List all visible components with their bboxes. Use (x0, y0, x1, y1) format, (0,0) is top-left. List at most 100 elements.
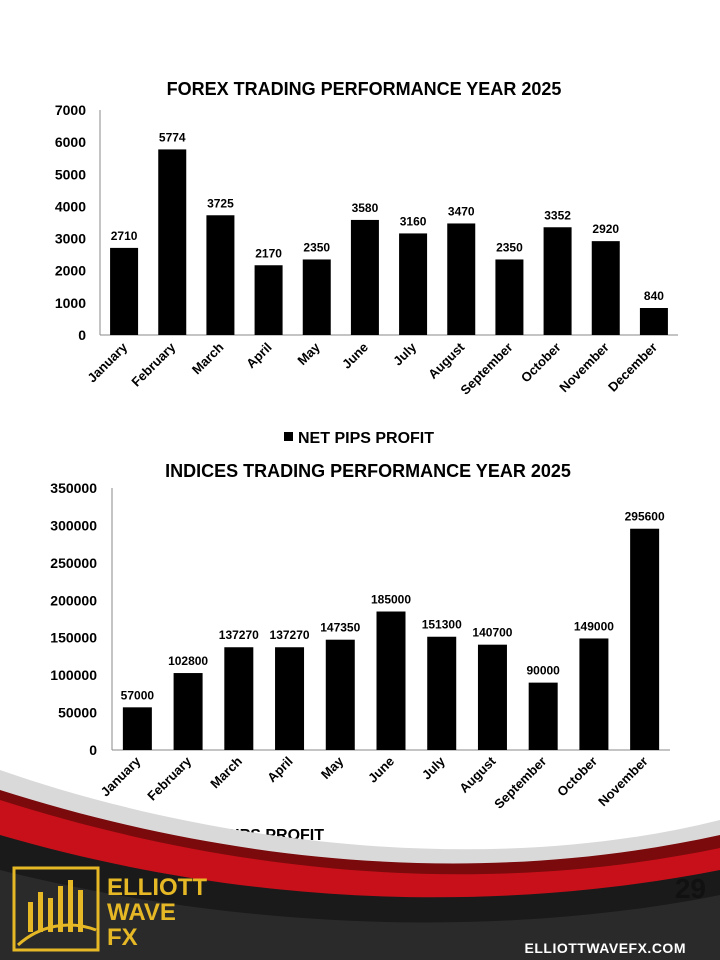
indices-bar (376, 611, 406, 750)
forex-y-tick-label: 1000 (55, 295, 86, 311)
indices-y-tick-label: 0 (89, 742, 97, 758)
indices-category-label: June (365, 754, 397, 786)
indices-category-label: October (554, 754, 600, 800)
indices-bar (630, 528, 660, 750)
forex-bar (206, 215, 235, 335)
forex-bar (447, 223, 476, 335)
indices-y-tick-label: 300000 (50, 517, 97, 533)
forex-data-label: 2350 (303, 240, 330, 254)
page-number: 29 (675, 873, 706, 904)
indices-data-label: 102800 (168, 654, 208, 668)
forex-data-label: 2710 (111, 229, 138, 243)
indices-y-tick-label: 50000 (58, 705, 97, 721)
indices-y-tick-label: 350000 (50, 480, 97, 496)
forex-y-tick-label: 7000 (55, 102, 86, 118)
forex-bar (350, 219, 379, 335)
brand-line-2: WAVE (107, 899, 176, 926)
forex-data-label: 2350 (496, 240, 523, 254)
forex-data-label: 3470 (448, 204, 475, 218)
forex-bar (110, 247, 139, 335)
forex-legend-label: NET PIPS PROFIT (298, 430, 434, 447)
indices-category-label: March (207, 753, 245, 791)
indices-chart-title: INDICES TRADING PERFORMANCE YEAR 2025 (165, 461, 571, 481)
forex-bar (495, 259, 524, 335)
forex-bar (302, 259, 331, 335)
indices-bar (122, 707, 152, 750)
forex-y-tick-label: 2000 (55, 263, 86, 279)
indices-category-label: April (264, 754, 296, 786)
forex-data-label: 2920 (592, 222, 619, 236)
forex-data-label: 3725 (207, 196, 234, 210)
indices-bar (325, 639, 355, 750)
forex-category-label: October (518, 340, 564, 386)
brand-line-3: FX (107, 924, 138, 951)
indices-y-tick-label: 200000 (50, 592, 97, 608)
indices-bar (427, 636, 457, 750)
indices-data-label: 185000 (371, 593, 411, 607)
forex-chart: FOREX TRADING PERFORMANCE YEAR 2025 0 100… (55, 79, 678, 447)
indices-data-label: 149000 (574, 619, 614, 633)
forex-category-label: December (605, 340, 660, 395)
forex-legend-swatch (284, 432, 293, 441)
indices-y-tick-label: 150000 (50, 630, 97, 646)
indices-bar (528, 682, 558, 750)
indices-category-label: February (144, 753, 194, 803)
website-url: ELLIOTTWAVEFX.COM (525, 940, 686, 956)
indices-category-label: August (456, 753, 499, 796)
indices-y-tick-label: 250000 (50, 555, 97, 571)
forex-category-label: August (425, 339, 468, 382)
indices-bar (275, 647, 305, 750)
brand-line-1: ELLIOTT (107, 874, 207, 901)
indices-data-label: 151300 (422, 618, 462, 632)
candlestick-bars-icon (28, 880, 83, 932)
forex-y-tick-label: 5000 (55, 166, 86, 182)
indices-y-tick-label: 100000 (50, 667, 97, 683)
indices-data-label: 57000 (121, 688, 155, 702)
forex-category-label: November (556, 340, 612, 396)
indices-data-label: 137270 (219, 628, 259, 642)
indices-data-label: 137270 (270, 628, 310, 642)
forex-bar (158, 149, 187, 335)
forex-data-label: 3352 (544, 208, 571, 222)
forex-category-label: April (243, 340, 275, 372)
forex-bar (254, 265, 283, 335)
indices-data-label: 90000 (526, 664, 560, 678)
forex-bar (591, 241, 620, 335)
indices-category-label: July (419, 753, 449, 783)
forex-data-label: 840 (644, 289, 664, 303)
forex-category-label: January (84, 339, 130, 385)
indices-data-label: 140700 (472, 626, 512, 640)
forex-category-label: July (390, 339, 420, 369)
forex-y-tick-label: 6000 (55, 134, 86, 150)
indices-category-label: November (595, 754, 651, 810)
forex-data-label: 5774 (159, 130, 186, 144)
forex-category-label: February (128, 339, 178, 389)
indices-bar (579, 638, 609, 750)
brand-logo: ELLIOTT WAVE FX (12, 866, 207, 952)
forex-category-label: September (457, 340, 515, 398)
forex-category-label: March (189, 339, 227, 377)
forex-y-tick-label: 4000 (55, 198, 86, 214)
forex-bar (639, 308, 668, 335)
forex-data-label: 2170 (255, 246, 282, 260)
forex-y-tick-label: 0 (78, 327, 86, 343)
footer-swoosh (0, 770, 720, 960)
indices-bar (477, 644, 507, 750)
forex-chart-title: FOREX TRADING PERFORMANCE YEAR 2025 (167, 79, 562, 99)
forex-category-label: May (294, 339, 323, 368)
indices-category-label: September (491, 754, 549, 812)
indices-data-label: 295600 (625, 510, 665, 524)
indices-data-label: 147350 (320, 621, 360, 635)
indices-chart: INDICES TRADING PERFORMANCE YEAR 2025 0 5… (50, 461, 670, 844)
forex-data-label: 3580 (352, 201, 379, 215)
forex-bar (399, 233, 428, 335)
forex-data-label: 3160 (400, 214, 427, 228)
indices-category-label: May (318, 753, 347, 782)
indices-bar (173, 673, 203, 750)
indices-bar (224, 647, 254, 750)
forex-bar (543, 227, 572, 335)
forex-y-tick-label: 3000 (55, 231, 86, 247)
candlestick-logo-icon (12, 866, 100, 952)
forex-category-label: June (339, 340, 371, 372)
